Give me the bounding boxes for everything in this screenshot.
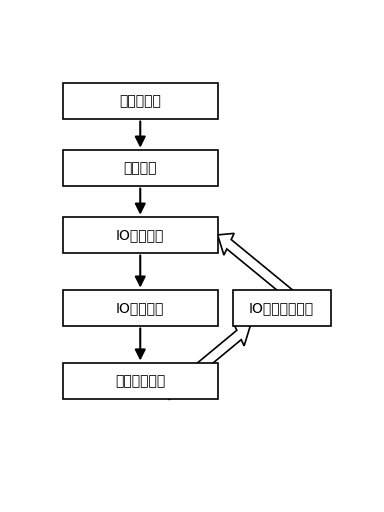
Polygon shape — [165, 324, 250, 399]
Bar — [63, 290, 218, 326]
Text: IO完成收集模块: IO完成收集模块 — [249, 301, 314, 315]
Text: IO调度进程: IO调度进程 — [116, 228, 164, 242]
Bar — [63, 217, 218, 252]
Bar — [232, 290, 331, 326]
Bar — [63, 83, 218, 119]
Bar — [63, 363, 218, 398]
Text: 高速互联网络: 高速互联网络 — [115, 374, 166, 388]
Text: 多协议模块: 多协议模块 — [119, 94, 161, 108]
Text: IO派发进程: IO派发进程 — [116, 301, 164, 315]
Bar — [63, 150, 218, 186]
Text: 缓存模块: 缓存模块 — [124, 161, 157, 175]
Polygon shape — [218, 233, 294, 301]
